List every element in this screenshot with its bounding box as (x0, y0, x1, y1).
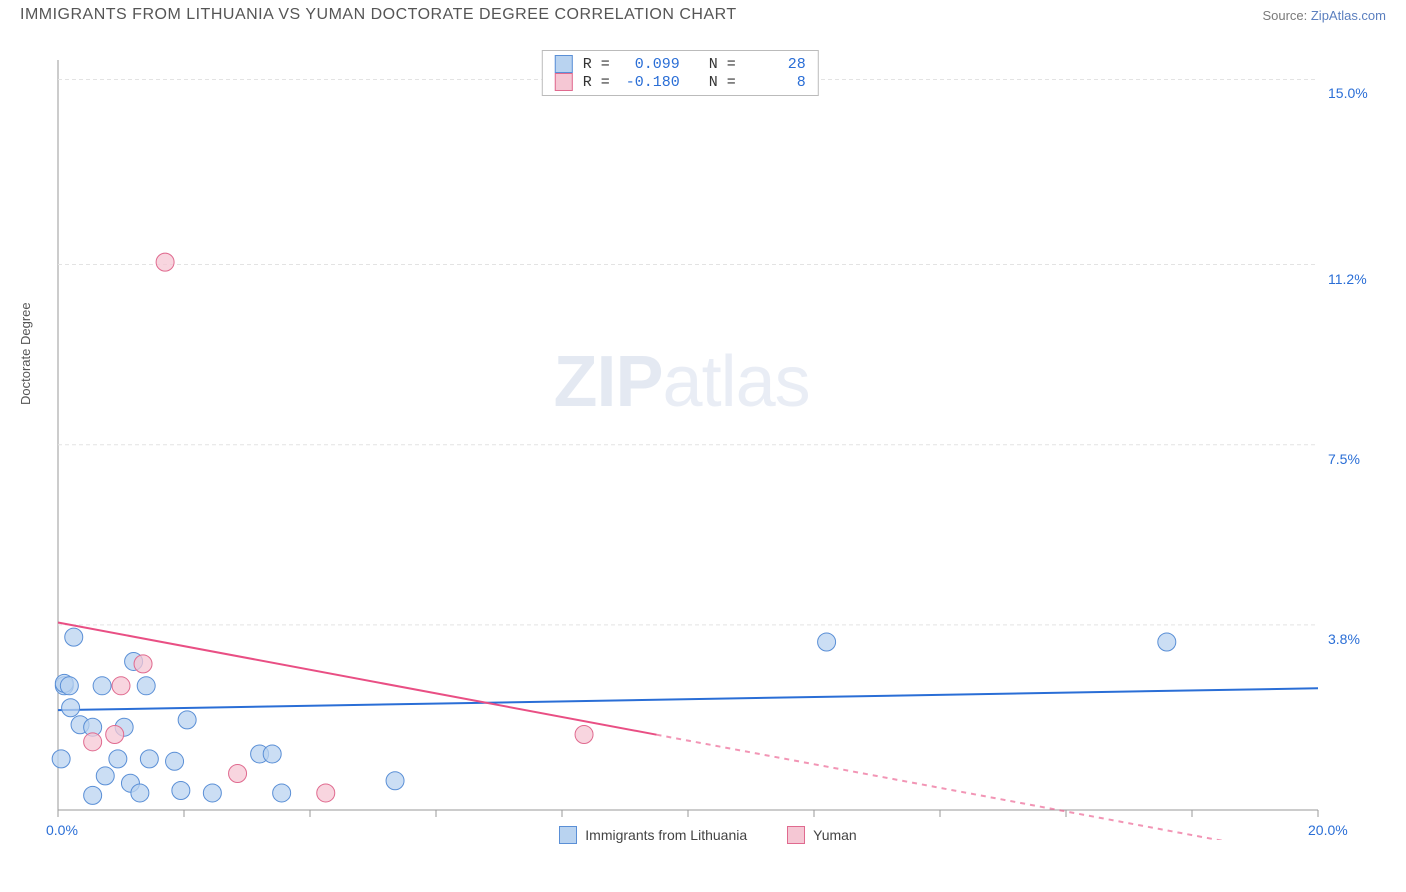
n-label: N = (709, 74, 736, 91)
source-prefix: Source: (1262, 8, 1310, 23)
swatch-icon (559, 826, 577, 844)
n-label: N = (709, 56, 736, 73)
swatch-icon (555, 55, 573, 73)
y-tick-label: 7.5% (1328, 451, 1360, 467)
n-value: 8 (746, 74, 806, 91)
r-label: R = (583, 56, 610, 73)
source-link[interactable]: ZipAtlas.com (1311, 8, 1386, 23)
bottom-legend: Immigrants from Lithuania Yuman (48, 826, 1368, 844)
y-tick-label: 11.2% (1328, 271, 1367, 287)
y-tick-label: 3.8% (1328, 631, 1360, 647)
r-value: -0.180 (620, 74, 680, 91)
scatter-plot (48, 50, 1368, 840)
swatch-icon (555, 73, 573, 91)
y-axis-label: Doctorate Degree (18, 302, 33, 405)
y-tick-label: 15.0% (1328, 85, 1368, 101)
swatch-icon (787, 826, 805, 844)
legend-item: Yuman (787, 826, 857, 844)
legend-label: Immigrants from Lithuania (585, 827, 747, 843)
x-tick-label: 20.0% (1308, 822, 1348, 838)
stats-row: R = 0.099 N = 28 (555, 55, 806, 73)
legend-label: Yuman (813, 827, 857, 843)
n-value: 28 (746, 56, 806, 73)
stats-legend-box: R = 0.099 N = 28 R = -0.180 N = 8 (542, 50, 819, 96)
source-attribution: Source: ZipAtlas.com (1262, 8, 1386, 23)
r-value: 0.099 (620, 56, 680, 73)
legend-item: Immigrants from Lithuania (559, 826, 747, 844)
header: IMMIGRANTS FROM LITHUANIA VS YUMAN DOCTO… (0, 0, 1406, 34)
stats-row: R = -0.180 N = 8 (555, 73, 806, 91)
chart-title: IMMIGRANTS FROM LITHUANIA VS YUMAN DOCTO… (20, 6, 737, 24)
x-tick-label: 0.0% (46, 822, 78, 838)
chart-container: Doctorate Degree ZIPatlas R = 0.099 N = … (48, 50, 1368, 840)
r-label: R = (583, 74, 610, 91)
